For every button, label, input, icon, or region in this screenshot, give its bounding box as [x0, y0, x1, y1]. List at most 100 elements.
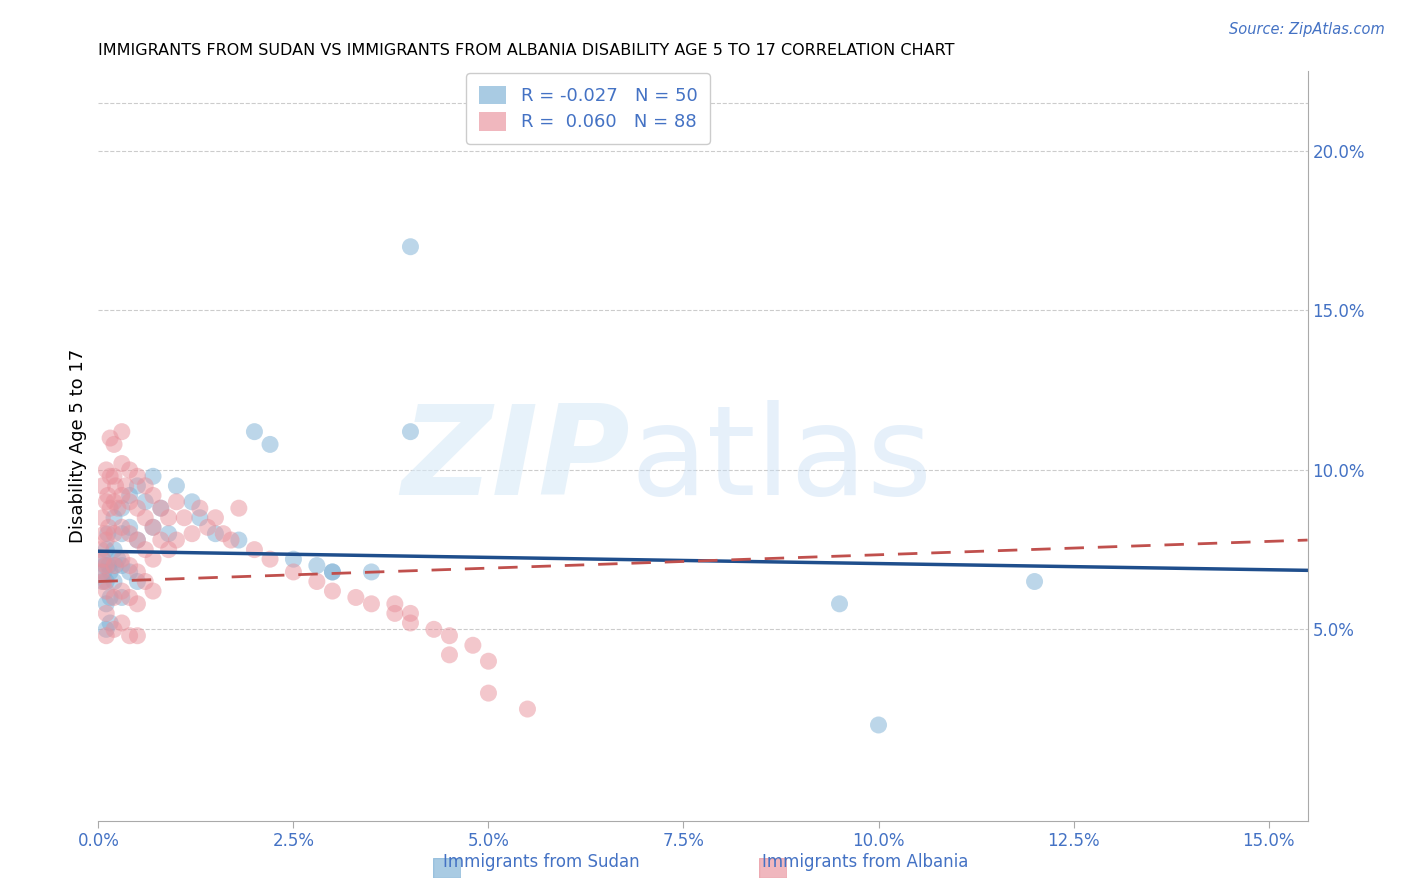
- Point: [134, 479, 156, 493]
- Point: [259, 437, 281, 451]
- Text: ZIP: ZIP: [402, 401, 630, 522]
- Point: [142, 552, 165, 566]
- Point: [142, 469, 165, 483]
- Point: [103, 542, 125, 557]
- Point: [103, 623, 125, 637]
- Point: [93, 526, 115, 541]
- Point: [477, 686, 499, 700]
- Point: [91, 552, 114, 566]
- Point: [305, 558, 328, 573]
- Point: [321, 565, 343, 579]
- Point: [142, 584, 165, 599]
- Point: [321, 565, 343, 579]
- Point: [90, 565, 112, 579]
- Point: [118, 488, 141, 502]
- Point: [103, 558, 125, 573]
- Point: [259, 552, 281, 566]
- Point: [127, 629, 149, 643]
- Point: [283, 565, 305, 579]
- Point: [1024, 574, 1046, 589]
- Point: [104, 558, 127, 573]
- Point: [118, 463, 141, 477]
- Point: [96, 495, 118, 509]
- Point: [118, 591, 141, 605]
- Y-axis label: Disability Age 5 to 17: Disability Age 5 to 17: [69, 349, 87, 543]
- Point: [98, 591, 121, 605]
- Point: [91, 510, 114, 524]
- Point: [107, 501, 129, 516]
- Point: [111, 584, 134, 599]
- Point: [118, 526, 141, 541]
- Point: [134, 574, 156, 589]
- Point: [149, 501, 172, 516]
- Point: [96, 558, 118, 573]
- Point: [111, 457, 134, 471]
- Point: [97, 520, 120, 534]
- Point: [228, 533, 250, 547]
- Point: [477, 654, 499, 668]
- Point: [97, 488, 120, 502]
- Point: [399, 425, 422, 439]
- Point: [96, 574, 118, 589]
- Point: [228, 501, 250, 516]
- Point: [114, 479, 136, 493]
- Point: [149, 501, 172, 516]
- Point: [134, 495, 156, 509]
- Point: [96, 542, 118, 557]
- Point: [188, 510, 211, 524]
- Point: [103, 510, 125, 524]
- Point: [91, 574, 114, 589]
- Point: [97, 526, 120, 541]
- Point: [111, 615, 134, 630]
- Point: [149, 533, 172, 547]
- Point: [360, 597, 382, 611]
- Point: [142, 520, 165, 534]
- Point: [127, 501, 149, 516]
- Point: [204, 510, 226, 524]
- Point: [98, 501, 121, 516]
- Point: [423, 623, 446, 637]
- Point: [157, 542, 180, 557]
- Point: [127, 533, 149, 547]
- Point: [93, 565, 115, 579]
- Point: [181, 495, 204, 509]
- Point: [103, 437, 125, 451]
- Point: [321, 584, 343, 599]
- Point: [243, 425, 266, 439]
- Point: [212, 526, 235, 541]
- Point: [96, 629, 118, 643]
- Point: [111, 425, 134, 439]
- Point: [828, 597, 851, 611]
- Point: [103, 495, 125, 509]
- Point: [98, 431, 121, 445]
- Point: [111, 526, 134, 541]
- Point: [118, 520, 141, 534]
- Point: [103, 574, 125, 589]
- Point: [360, 565, 382, 579]
- Point: [181, 526, 204, 541]
- Point: [384, 597, 406, 611]
- Point: [96, 607, 118, 621]
- Point: [399, 607, 422, 621]
- Point: [91, 479, 114, 493]
- Point: [204, 526, 226, 541]
- Point: [283, 552, 305, 566]
- Point: [188, 501, 211, 516]
- Point: [439, 648, 461, 662]
- Text: atlas: atlas: [630, 401, 932, 522]
- Point: [461, 638, 484, 652]
- Point: [127, 533, 149, 547]
- Point: [111, 488, 134, 502]
- Text: IMMIGRANTS FROM SUDAN VS IMMIGRANTS FROM ALBANIA DISABILITY AGE 5 TO 17 CORRELAT: IMMIGRANTS FROM SUDAN VS IMMIGRANTS FROM…: [98, 43, 955, 58]
- Point: [90, 542, 112, 557]
- Point: [98, 565, 121, 579]
- Point: [165, 533, 187, 547]
- Point: [399, 615, 422, 630]
- Point: [157, 510, 180, 524]
- Point: [344, 591, 367, 605]
- Point: [399, 240, 422, 254]
- Point: [127, 479, 149, 493]
- Point: [98, 469, 121, 483]
- Point: [305, 574, 328, 589]
- Point: [219, 533, 242, 547]
